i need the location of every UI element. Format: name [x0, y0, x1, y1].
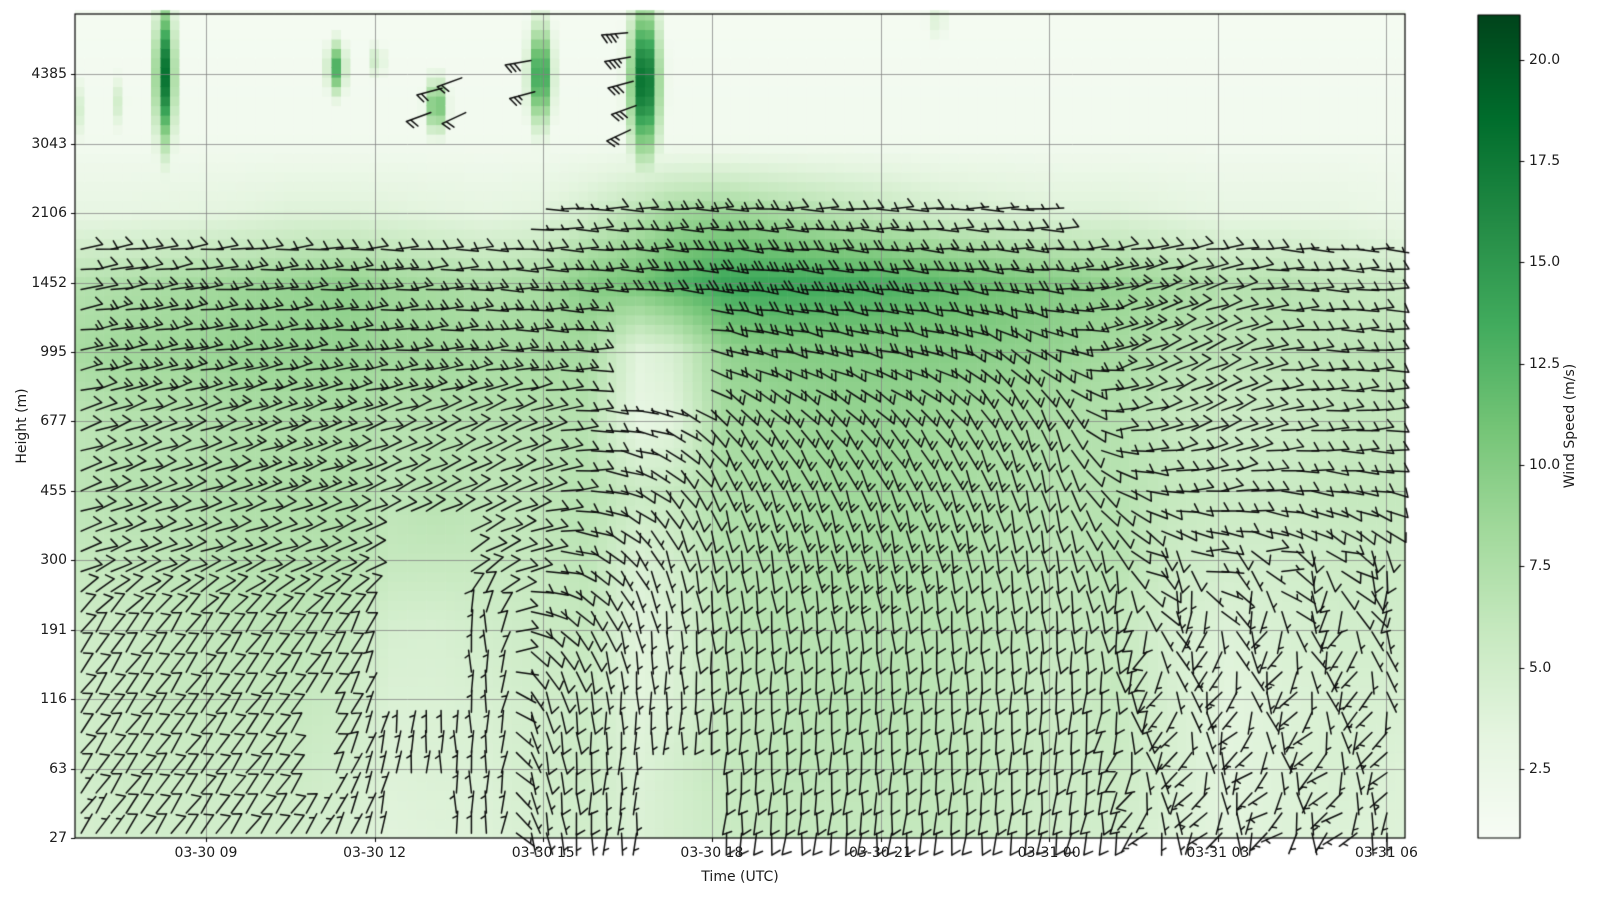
y-tick-label: 2106 — [31, 205, 67, 222]
y-tick-label: 116 — [40, 691, 67, 708]
y-tick-label: 677 — [40, 413, 67, 430]
colorbar-tick-label: 12.5 — [1529, 355, 1561, 372]
x-tick-label: 03-31 06 — [1354, 845, 1418, 861]
x-axis-title: Time (UTC) — [701, 869, 779, 885]
y-tick-label: 3043 — [31, 135, 67, 152]
y-tick-label: 4385 — [31, 66, 67, 83]
x-tick-label: 03-30 15 — [511, 845, 575, 861]
x-tick-label: 03-31 00 — [1017, 845, 1081, 861]
y-tick-label: 455 — [40, 482, 67, 499]
colorbar-title: Wind Speed (m/s) — [1562, 363, 1578, 489]
y-tick-label: 1452 — [31, 274, 67, 291]
y-tick-label: 27 — [49, 830, 67, 846]
colorbar-tick-label: 10.0 — [1529, 457, 1561, 473]
colorbar-tick-label: 17.5 — [1529, 152, 1561, 169]
colorbar-tick-label: 2.5 — [1529, 761, 1552, 778]
y-tick-label: 63 — [49, 760, 67, 777]
x-tick-label: 03-30 18 — [680, 845, 744, 861]
x-tick-label: 03-30 21 — [849, 845, 913, 861]
colorbar-tick-label: 15.0 — [1529, 254, 1561, 271]
y-axis-title: Height (m) — [14, 388, 30, 464]
colorbar-tick-label: 5.0 — [1529, 659, 1552, 676]
y-tick-label: 191 — [40, 621, 67, 638]
x-tick-label: 03-31 03 — [1186, 845, 1250, 861]
colorbar-tick-label: 20.0 — [1529, 51, 1561, 68]
x-tick-label: 03-30 09 — [174, 845, 238, 861]
y-tick-label: 300 — [40, 552, 67, 569]
y-tick-label: 995 — [40, 344, 67, 361]
colorbar-tick-label: 7.5 — [1529, 558, 1552, 575]
x-tick-label: 03-30 12 — [343, 845, 407, 861]
